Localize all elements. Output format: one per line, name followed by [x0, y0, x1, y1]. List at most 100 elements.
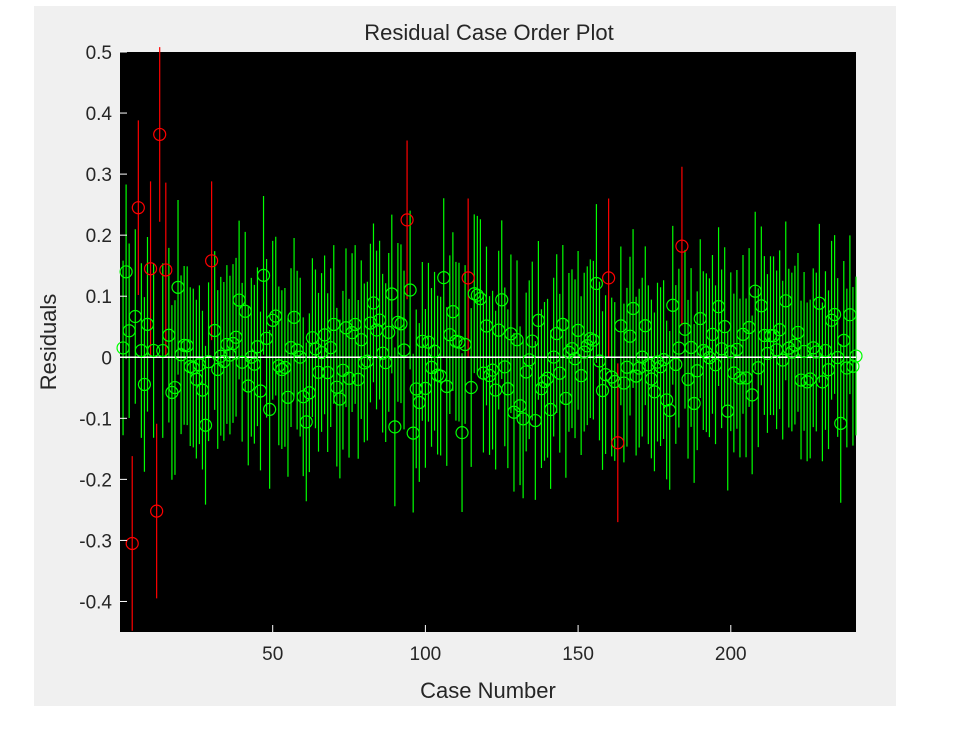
residual-point: [290, 343, 304, 357]
outlier-point: [400, 213, 414, 227]
residual-point: [608, 374, 622, 389]
residual-point: [137, 377, 152, 392]
residual-point: [256, 268, 271, 282]
residual-point: [241, 379, 255, 393]
residual-point: [342, 371, 356, 385]
residual-point: [779, 294, 793, 308]
residual-point: [302, 386, 316, 400]
residual-point: [492, 323, 506, 337]
residual-point: [748, 284, 762, 298]
outlier-point: [461, 271, 475, 285]
residual-point: [626, 301, 640, 316]
residual-point: [397, 343, 411, 357]
outlier-point: [143, 262, 158, 276]
residual-point: [259, 331, 274, 345]
residual-point: [351, 372, 365, 386]
residual-point: [644, 372, 658, 386]
residual-point: [174, 348, 188, 362]
residual-point: [275, 362, 289, 377]
residual-point: [831, 350, 845, 365]
residual-point: [229, 330, 243, 344]
residual-point: [693, 311, 707, 326]
x-tick-label: 150: [562, 644, 594, 665]
residual-point: [412, 395, 426, 410]
residual-point: [318, 328, 332, 342]
residual-point: [263, 402, 277, 417]
residual-point: [385, 287, 399, 301]
y-tick-label: 0.2: [86, 226, 112, 247]
residual-point: [201, 355, 216, 369]
residual-point: [458, 337, 472, 352]
residual-point: [357, 356, 371, 370]
residual-point: [653, 360, 668, 374]
residual-point: [119, 265, 133, 279]
residual-point: [473, 292, 487, 306]
residual-point: [140, 317, 155, 331]
residual-point: [278, 360, 292, 375]
x-tick-label: 50: [262, 644, 283, 665]
residual-point: [238, 304, 252, 318]
residual-point: [718, 320, 732, 334]
residual-point: [437, 271, 451, 285]
residual-point: [843, 308, 857, 322]
residual-point: [666, 298, 680, 312]
residual-points: [116, 127, 863, 551]
residual-point: [592, 354, 607, 368]
residual-point: [782, 341, 796, 355]
residual-point: [809, 345, 823, 359]
residual-point: [284, 341, 298, 355]
residual-point: [846, 359, 860, 373]
residual-point: [574, 369, 588, 383]
residual-point: [568, 352, 582, 366]
y-tick-label: -0.4: [79, 592, 112, 613]
residual-point: [837, 333, 851, 347]
residual-point: [788, 338, 802, 352]
residual-point: [577, 345, 591, 359]
residual-point: [760, 346, 775, 361]
residual-point: [815, 375, 830, 389]
residual-point: [299, 415, 313, 429]
residual-point: [669, 357, 683, 372]
outlier-point: [131, 201, 145, 215]
residual-point: [751, 361, 765, 375]
residual-point: [162, 328, 176, 342]
outlier-point: [159, 263, 173, 277]
residual-point: [171, 280, 185, 294]
residual-point: [455, 426, 469, 440]
residual-point: [733, 371, 747, 385]
residual-chart: Residual Case Order Plot 50 100 150 200 0.5 0…: [36, 20, 863, 703]
residual-point: [763, 329, 778, 343]
residual-point: [409, 382, 423, 396]
residual-point: [605, 370, 619, 384]
residual-point: [840, 361, 854, 375]
residual-point: [818, 343, 833, 358]
residual-point: [321, 365, 335, 380]
residual-point: [663, 403, 677, 417]
y-tick-label: -0.1: [79, 409, 112, 430]
residual-point: [614, 319, 628, 333]
residual-point: [446, 305, 460, 319]
residual-point: [586, 333, 600, 347]
residual-point: [510, 333, 524, 347]
residual-point: [849, 349, 863, 363]
residual-point: [794, 373, 808, 387]
residual-point: [415, 334, 429, 348]
residual-point: [244, 350, 258, 364]
residual-point: [547, 350, 561, 364]
residual-point: [721, 404, 735, 418]
residual-point: [559, 391, 573, 406]
residual-point: [324, 341, 338, 355]
y-tick-label: 0.4: [86, 104, 113, 125]
residual-point: [403, 283, 417, 297]
residual-point: [812, 296, 826, 310]
y-tick-label: 0.5: [86, 43, 112, 64]
residual-point: [330, 380, 344, 394]
residual-point: [773, 323, 787, 337]
residual-point: [550, 326, 564, 341]
residual-point: [146, 343, 161, 358]
residual-point: [687, 396, 701, 411]
residual-point: [519, 365, 533, 379]
residual-point: [522, 353, 536, 367]
residual-point: [715, 342, 729, 356]
residual-point: [311, 365, 326, 379]
